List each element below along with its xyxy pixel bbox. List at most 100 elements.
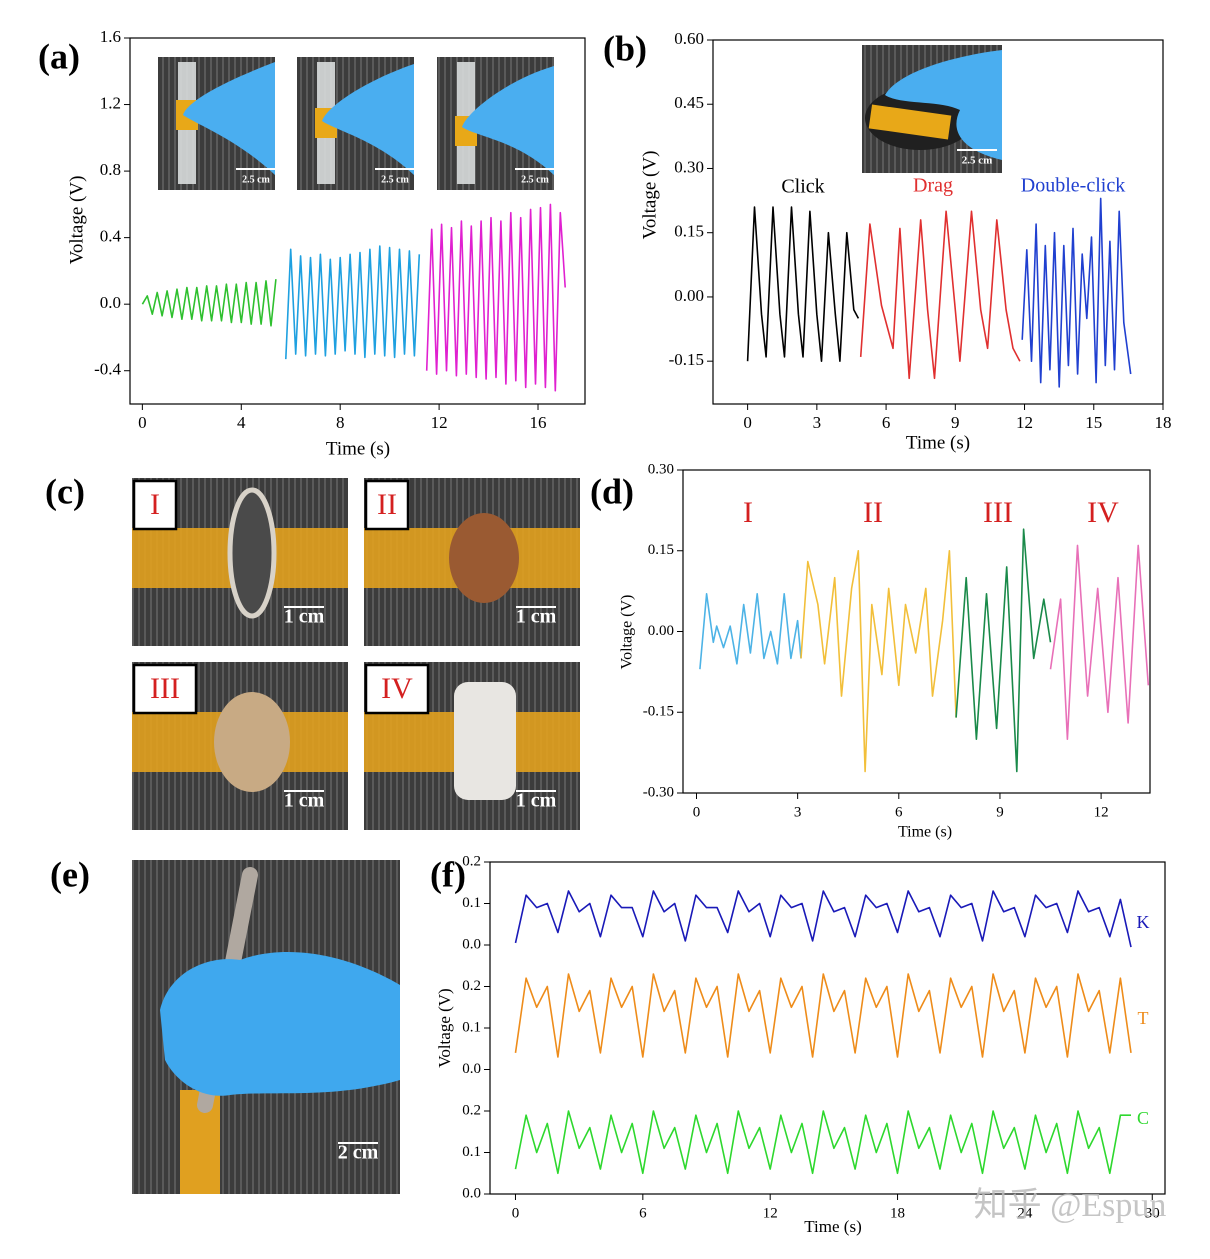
- y-axis-label: Voltage (V): [435, 988, 454, 1067]
- y-tick-label: 1.6: [100, 27, 121, 46]
- y-tick-label: 1.2: [100, 93, 121, 112]
- x-axis-label: Time (s): [906, 432, 970, 453]
- y-tick-label: -0.15: [669, 350, 704, 369]
- glove: [160, 952, 400, 1096]
- tag-label: IV: [381, 672, 413, 705]
- y-tick-label: 0.0: [462, 1061, 481, 1077]
- panel-label: (e): [50, 854, 90, 894]
- x-tick-label: 12: [1094, 804, 1109, 820]
- x-tick-label: 12: [431, 413, 448, 432]
- series-label: IV: [1087, 496, 1119, 529]
- series-label: Double-click: [1021, 175, 1125, 197]
- tag-label: II: [377, 488, 397, 521]
- series-line: [955, 528, 1052, 773]
- scale-label: 1 cm: [284, 606, 325, 628]
- series-line: [425, 203, 566, 392]
- panel-label: (c): [45, 471, 85, 511]
- x-tick-label: 6: [882, 413, 891, 432]
- y-tick-label: 0.30: [648, 461, 674, 477]
- x-tick-label: 0: [743, 413, 752, 432]
- glove: [885, 50, 1002, 160]
- panel-label: (f): [430, 854, 466, 894]
- y-tick-label: 0.0: [462, 1185, 481, 1201]
- series-line: [746, 206, 860, 362]
- panel-label: (a): [38, 36, 80, 76]
- panel-label: (b): [603, 28, 647, 68]
- axis-frame: [712, 39, 1164, 405]
- tag-label: I: [150, 488, 160, 521]
- scale-label: 1 cm: [284, 790, 325, 812]
- y-tick-label: 0.2: [462, 1102, 481, 1118]
- y-tick-label: 0.1: [462, 1144, 481, 1160]
- x-tick-label: 12: [1016, 413, 1033, 432]
- series-line: [699, 593, 802, 670]
- x-tick-label: 6: [639, 1205, 647, 1221]
- tape: [868, 104, 952, 140]
- scale-label: 1 cm: [516, 606, 557, 628]
- series-label: I: [743, 496, 753, 529]
- x-tick-label: 12: [763, 1205, 778, 1221]
- object: [454, 682, 516, 800]
- x-tick-label: 18: [890, 1205, 905, 1221]
- x-tick-label: 24: [1017, 1205, 1033, 1221]
- y-tick-label: 0.45: [674, 93, 704, 112]
- glove: [322, 64, 414, 175]
- y-tick-label: 0.1: [462, 1019, 481, 1035]
- y-tick-label: -0.4: [94, 360, 121, 379]
- series-line: [859, 210, 1021, 380]
- x-tick-label: 16: [530, 413, 547, 432]
- x-tick-label: 9: [996, 804, 1004, 820]
- y-tick-label: 0.30: [674, 157, 704, 176]
- y-tick-label: -0.30: [643, 784, 674, 800]
- y-tick-label: 0.60: [674, 29, 704, 48]
- series-line: [1049, 544, 1150, 740]
- tag-box: [132, 479, 178, 531]
- scale-label: 2 cm: [338, 1142, 379, 1164]
- x-tick-label: 18: [1155, 413, 1172, 432]
- tag-box: [132, 663, 198, 715]
- y-tick-label: 0.00: [674, 286, 704, 305]
- series-label: T: [1138, 1008, 1149, 1028]
- y-tick-label: 0.15: [648, 542, 674, 558]
- y-axis-label: Voltage (V): [66, 176, 87, 265]
- axis-frame: [129, 37, 586, 405]
- series-label: Drag: [913, 175, 953, 197]
- series-line: [1021, 197, 1132, 388]
- y-tick-label: 0.0: [462, 936, 481, 952]
- tag-box: [364, 479, 410, 531]
- series-label: K: [1137, 912, 1150, 932]
- x-axis-label: Time (s): [898, 824, 952, 841]
- object: [227, 487, 277, 619]
- x-tick-label: 8: [336, 413, 345, 432]
- x-axis-label: Time (s): [804, 1217, 861, 1236]
- object: [449, 513, 519, 603]
- series-label: III: [983, 496, 1013, 529]
- y-tick-label: 0.0: [100, 293, 121, 312]
- scale-label: 2.5 cm: [242, 174, 270, 185]
- series-label: Click: [781, 176, 824, 198]
- x-tick-label: 9: [951, 413, 960, 432]
- panel-label: (d): [590, 471, 634, 511]
- y-axis-label: Voltage (V): [639, 151, 660, 240]
- x-tick-label: 15: [1085, 413, 1102, 432]
- y-axis-label: Voltage (V): [619, 595, 636, 670]
- glove: [183, 62, 275, 175]
- y-tick-label: -0.15: [643, 704, 674, 720]
- series-line: [514, 890, 1132, 948]
- series-line: [514, 1110, 1131, 1175]
- series-line: [800, 550, 957, 773]
- x-tick-label: 6: [895, 804, 903, 820]
- y-tick-label: 0.1: [462, 895, 481, 911]
- x-axis-label: Time (s): [326, 438, 390, 459]
- y-tick-label: 0.8: [100, 160, 121, 179]
- x-tick-label: 30: [1145, 1205, 1160, 1221]
- y-tick-label: 0.00: [648, 623, 674, 639]
- x-tick-label: 4: [237, 413, 246, 432]
- series-label: C: [1137, 1108, 1149, 1128]
- scale-label: 2.5 cm: [521, 174, 549, 185]
- y-tick-label: 0.2: [462, 978, 481, 994]
- glove: [462, 66, 554, 175]
- x-tick-label: 0: [693, 804, 701, 820]
- object: [214, 692, 290, 792]
- series-label: II: [863, 496, 883, 529]
